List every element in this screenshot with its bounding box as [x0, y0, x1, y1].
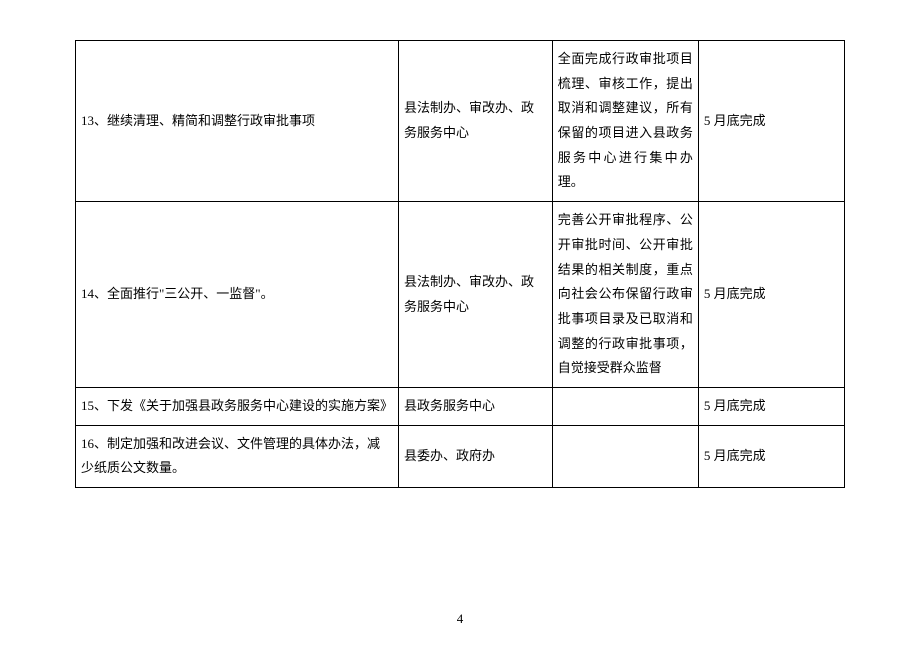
deadline-cell: 5 月底完成: [698, 425, 844, 487]
task-cell: 14、全面推行"三公开、一监督"。: [76, 202, 399, 388]
task-cell: 15、下发《关于加强县政务服务中心建设的实施方案》: [76, 387, 399, 425]
table-row: 16、制定加强和改进会议、文件管理的具体办法，减少纸质公文数量。 县委办、政府办…: [76, 425, 845, 487]
table-row: 13、继续清理、精简和调整行政审批事项 县法制办、审改办、政务服务中心 全面完成…: [76, 41, 845, 202]
task-cell: 16、制定加强和改进会议、文件管理的具体办法，减少纸质公文数量。: [76, 425, 399, 487]
desc-cell: 完善公开审批程序、公开审批时间、公开审批结果的相关制度，重点向社会公布保留行政审…: [552, 202, 698, 388]
table-row: 15、下发《关于加强县政务服务中心建设的实施方案》 县政务服务中心 5 月底完成: [76, 387, 845, 425]
table-row: 14、全面推行"三公开、一监督"。 县法制办、审改办、政务服务中心 完善公开审批…: [76, 202, 845, 388]
page-number: 4: [0, 611, 920, 627]
dept-cell: 县法制办、审改办、政务服务中心: [398, 41, 552, 202]
dept-cell: 县委办、政府办: [398, 425, 552, 487]
desc-cell: [552, 387, 698, 425]
dept-cell: 县政务服务中心: [398, 387, 552, 425]
desc-cell: 全面完成行政审批项目梳理、审核工作，提出取消和调整建议，所有保留的项目进入县政务…: [552, 41, 698, 202]
deadline-cell: 5 月底完成: [698, 202, 844, 388]
deadline-cell: 5 月底完成: [698, 387, 844, 425]
dept-cell: 县法制办、审改办、政务服务中心: [398, 202, 552, 388]
task-cell: 13、继续清理、精简和调整行政审批事项: [76, 41, 399, 202]
deadline-cell: 5 月底完成: [698, 41, 844, 202]
desc-cell: [552, 425, 698, 487]
task-table: 13、继续清理、精简和调整行政审批事项 县法制办、审改办、政务服务中心 全面完成…: [75, 40, 845, 488]
